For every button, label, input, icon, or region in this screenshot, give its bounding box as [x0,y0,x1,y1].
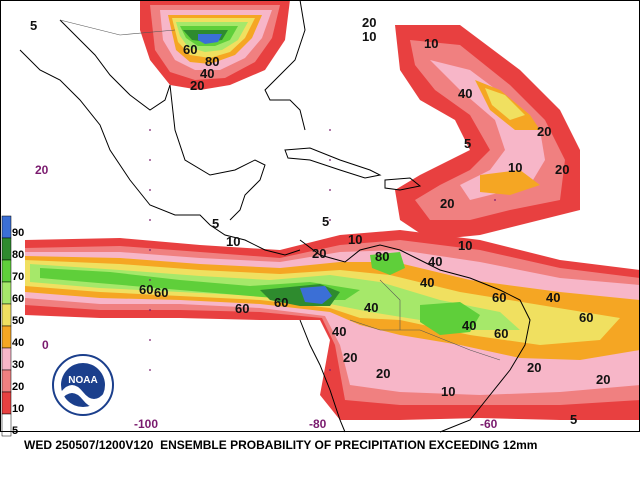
legend-swatch-60 [1,281,12,305]
cl-10-c: 10 [508,160,522,175]
cl-60-c: 60 [154,285,168,300]
probability-field-atlantic [395,25,580,240]
legend-label-50: 50 [12,315,24,327]
contour-labels: 5 20 10 60 80 40 20 5 10 40 20 10 20 60 … [30,15,610,427]
legend-label-90: 90 [12,227,24,239]
legend-swatch-90 [1,215,12,239]
legend-swatch-50 [1,303,12,327]
cl-20-f: 20 [343,350,357,365]
cl-10-a: 10 [362,29,376,44]
cl-20-g: 20 [527,360,541,375]
legend-swatch-10 [1,391,12,415]
probability-field-gulf [140,0,290,90]
cl-10-f: 10 [348,232,362,247]
legend-swatch-70 [1,259,12,283]
cl-80-a: 80 [205,54,219,69]
cl-60-e: 60 [274,295,288,310]
cl-5-b: 5 [464,136,471,151]
cl-10-d: 10 [441,384,455,399]
cl-5-e: 5 [570,412,577,427]
cl-10-b: 10 [424,36,438,51]
legend-label-70: 70 [12,271,24,283]
cl-60-f: 60 [492,290,506,305]
cl-10-e: 10 [226,234,240,249]
noaa-logo: NOAA [52,354,114,416]
cl-20-c: 20 [537,124,551,139]
coastlines [19,0,531,433]
legend-swatch-5 [1,413,12,437]
lat-label-20: 20 [35,163,49,177]
legend-label-80: 80 [12,249,24,261]
cl-5-a: 5 [30,18,37,33]
cl-40-f: 40 [364,300,378,315]
legend-label-30: 30 [12,359,24,371]
lon-label-m80: -80 [309,417,327,431]
cl-40-g: 40 [462,318,476,333]
legend-swatch-30 [1,347,12,371]
cl-60-g: 60 [579,310,593,325]
legend-swatch-40 [1,325,12,349]
cl-60-d: 60 [235,301,249,316]
probability-field-itcz [25,230,640,420]
cl-20-e: 20 [312,246,326,261]
legend-label-40: 40 [12,337,24,349]
noaa-logo-text: NOAA [68,375,97,386]
cl-20-h: 20 [596,372,610,387]
legend-swatch-20 [1,369,12,393]
cl-40-c: 40 [428,254,442,269]
cl-40-e: 40 [546,290,560,305]
cl-20-d: 20 [555,162,569,177]
legend-label-10: 10 [12,403,24,415]
cl-20-a: 20 [362,15,376,30]
cl-40-d: 40 [420,275,434,290]
cl-60-b: 60 [139,282,153,297]
map-caption: WED 250507/1200V120 ENSEMBLE PROBABILITY… [24,438,538,452]
cl-80-b: 80 [375,249,389,264]
legend-swatch-80 [1,237,12,261]
cl-5-c: 5 [212,216,219,231]
cl-40-h: 40 [332,324,346,339]
cl-60-a: 60 [183,42,197,57]
lon-label-m100: -100 [134,417,158,431]
cl-5-d: 5 [322,214,329,229]
legend-label-20: 20 [12,381,24,393]
cl-40-a: 40 [200,66,214,81]
cl-60-h: 60 [494,326,508,341]
cl-20-i: 20 [440,196,454,211]
cl-20-j: 20 [376,366,390,381]
grid-dots [149,129,496,371]
borders [59,19,501,361]
lon-label-m60: -60 [480,417,498,431]
cl-20-b: 20 [190,78,204,93]
legend-label-60: 60 [12,293,24,305]
cl-40-b: 40 [458,86,472,101]
cl-10-g: 10 [458,238,472,253]
lat-label-0: 0 [42,338,49,352]
